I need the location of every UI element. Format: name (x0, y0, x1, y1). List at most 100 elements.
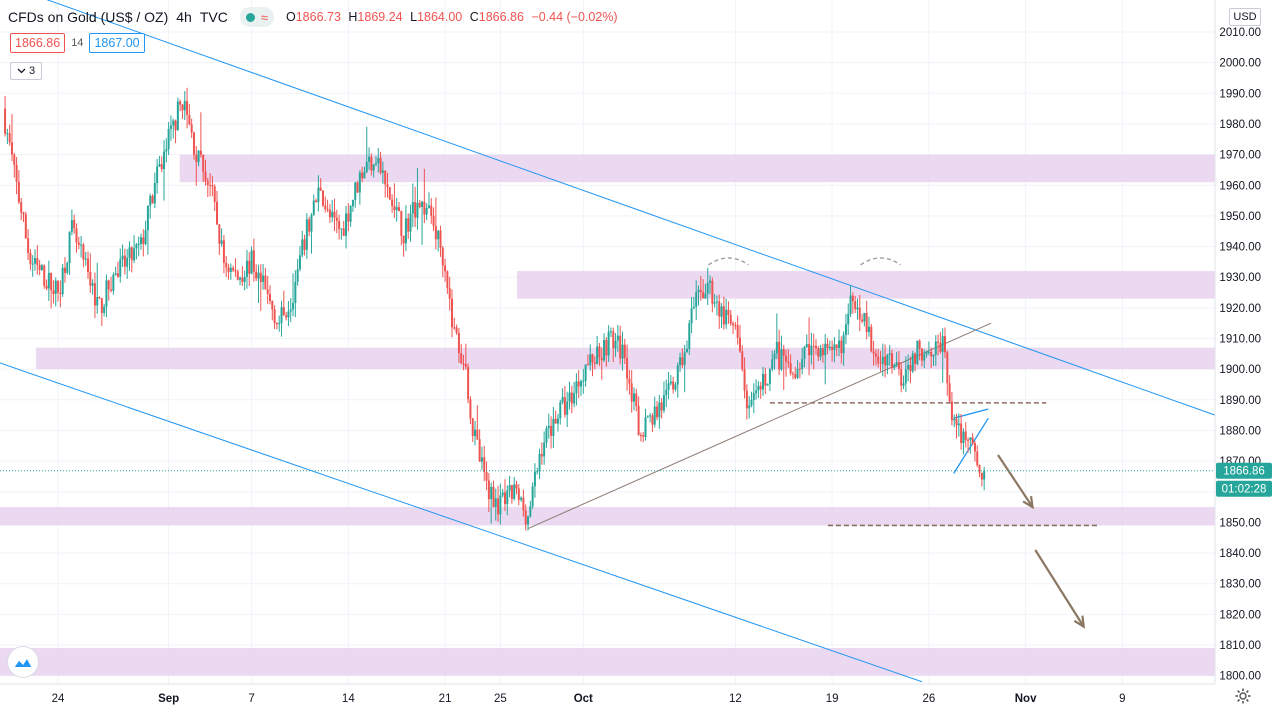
candle-body (962, 431, 965, 444)
candle-body (819, 348, 822, 357)
candle-body (503, 492, 506, 505)
candle-body (586, 364, 589, 366)
indicators-toggle[interactable]: 3 (10, 62, 42, 80)
candle-body (538, 454, 541, 472)
chart-legend: CFDs on Gold (US$ / OZ) 4h TVC ≈ O1866.7… (8, 6, 622, 28)
candle-body (833, 344, 836, 351)
candle-body (321, 190, 324, 206)
candle-body (485, 471, 488, 481)
candle-body (619, 335, 622, 359)
candle-body (391, 199, 394, 206)
candle-body (953, 418, 956, 421)
candle-body (517, 488, 520, 500)
chevron-down-icon (17, 68, 26, 74)
candle-body (324, 205, 327, 210)
interval-label[interactable]: 4h (176, 9, 192, 25)
candle-body (734, 325, 737, 327)
candle-body (764, 373, 767, 386)
candle-body (605, 340, 608, 356)
candle-body (927, 351, 930, 353)
sell-button[interactable]: 1866.86 (10, 33, 66, 53)
candle-body (520, 497, 523, 500)
candle-body (188, 115, 191, 125)
candle-body (17, 181, 20, 203)
candle-body (759, 385, 762, 390)
candle-body (416, 202, 419, 218)
candle-body (195, 154, 198, 162)
candle-body (854, 301, 857, 310)
buy-button[interactable]: 1867.00 (89, 33, 145, 53)
candle-body (22, 212, 25, 215)
candle-body (467, 366, 470, 400)
price-tick-label: 1840.00 (1219, 548, 1261, 560)
tradingview-logo-icon[interactable] (8, 647, 38, 677)
price-axis-bg (1215, 0, 1280, 712)
candle-body (400, 211, 403, 236)
candle-body (423, 201, 426, 215)
candle-body (153, 183, 156, 204)
candle-body (165, 149, 168, 152)
candle-body (787, 361, 790, 364)
candle-body (356, 182, 359, 193)
candle-body (612, 331, 615, 349)
candle-body (773, 353, 776, 360)
candle-body (614, 340, 617, 349)
candle-body (15, 164, 18, 182)
candle-body (881, 356, 884, 364)
candle-body (183, 101, 186, 111)
candle-body (414, 202, 417, 218)
price-tick-label: 1880.00 (1219, 425, 1261, 437)
zone-band (0, 507, 1215, 526)
zone-band (179, 154, 1215, 183)
candle-body (216, 201, 219, 225)
candle-body (315, 200, 318, 203)
candle-body (275, 323, 278, 325)
symbol-title[interactable]: CFDs on Gold (US$ / OZ) (8, 9, 169, 25)
candle-body (674, 384, 677, 390)
candle-body (810, 345, 813, 356)
time-tick-label: Oct (574, 693, 593, 705)
supply-demand-zones (0, 154, 1215, 676)
candle-body (483, 457, 486, 472)
candle-body (762, 373, 765, 390)
candle-body (603, 340, 606, 361)
price-tick-label: 1890.00 (1219, 395, 1261, 407)
candle-body (980, 472, 983, 480)
candle-body (418, 202, 421, 208)
currency-button[interactable]: USD (1229, 8, 1261, 26)
candle-body (384, 170, 387, 185)
candle-body (637, 406, 640, 436)
candle-body (946, 352, 949, 384)
candle-body (114, 273, 117, 275)
candle-body (133, 248, 136, 261)
candle-body (706, 282, 709, 294)
candle-body (909, 365, 912, 372)
market-status-button[interactable]: ≈ (239, 7, 274, 27)
candle-body (487, 480, 490, 500)
candle-body (89, 271, 92, 286)
gear-icon[interactable] (1235, 688, 1251, 709)
zone-band (0, 648, 1215, 676)
candle-body (75, 228, 78, 243)
candle-body (766, 383, 769, 386)
candle-body (497, 498, 500, 515)
candle-body (209, 185, 212, 187)
candle-body (335, 217, 338, 221)
candle-body (374, 163, 377, 165)
candle-body (460, 353, 463, 364)
candle-body (607, 331, 610, 356)
trendline-flag-bottom (953, 417, 989, 474)
time-tick-label: 19 (826, 693, 839, 705)
candle-body (796, 368, 799, 378)
candle-body (536, 471, 539, 473)
candle-body (851, 295, 854, 302)
candle-body (494, 498, 497, 507)
price-tick-label: 1820.00 (1219, 609, 1261, 621)
candle-body (580, 381, 583, 387)
candle-body (879, 362, 882, 364)
candle-body (711, 280, 714, 304)
price-axis: 2010.00 2000.00 1990.00 1980.00 1970.00 1960.… (1214, 0, 1280, 712)
candle-body (404, 218, 407, 244)
candle-body (363, 172, 366, 179)
